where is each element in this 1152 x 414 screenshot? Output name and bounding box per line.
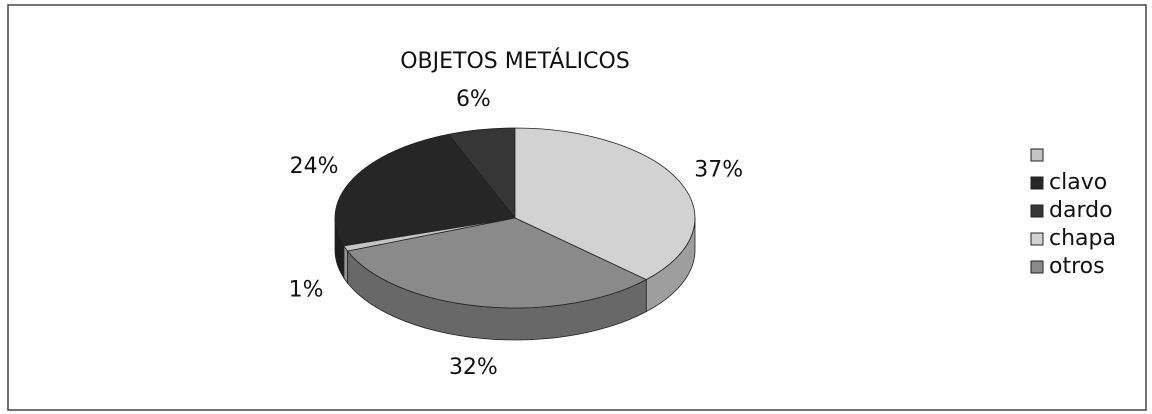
chart-title: OBJETOS METÁLICOS bbox=[400, 48, 630, 74]
legend-label: clavo bbox=[1049, 170, 1107, 195]
data-label: 37% bbox=[694, 157, 743, 182]
legend-swatch bbox=[1030, 204, 1044, 218]
legend-swatch bbox=[1030, 148, 1044, 162]
data-label: 6% bbox=[456, 87, 491, 112]
pie-slice bbox=[334, 133, 516, 247]
pie-slice bbox=[346, 217, 648, 309]
legend-label: otros bbox=[1049, 254, 1105, 279]
legend-label: chapa bbox=[1049, 226, 1116, 251]
data-label: 32% bbox=[449, 355, 498, 380]
legend-swatch bbox=[1030, 260, 1044, 274]
legend-label: dardo bbox=[1049, 198, 1113, 223]
legend-swatch bbox=[1030, 232, 1044, 246]
pie-side bbox=[343, 244, 349, 285]
data-label: 1% bbox=[289, 278, 324, 303]
legend-swatch bbox=[1030, 176, 1044, 190]
data-label: 24% bbox=[290, 154, 339, 179]
chart-frame bbox=[7, 4, 1147, 411]
pie-slice bbox=[514, 127, 696, 281]
